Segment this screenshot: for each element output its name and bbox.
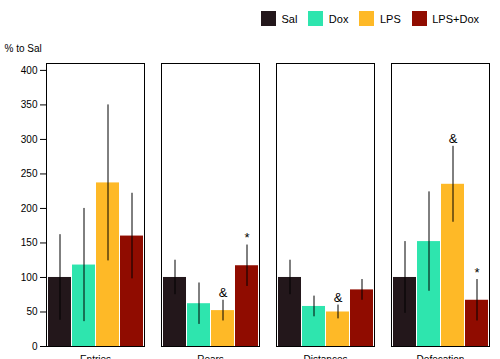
svg-text:200: 200 xyxy=(21,202,38,213)
html-text:LPS: LPS xyxy=(379,12,401,25)
html-text:Sal: Sal xyxy=(281,12,298,25)
svg-text:&: & xyxy=(219,285,228,300)
svg-text:*: * xyxy=(474,264,479,279)
svg-text:&: & xyxy=(334,290,343,305)
svg-text:Rears: Rears xyxy=(197,353,224,359)
svg-text:Defecation: Defecation xyxy=(417,353,465,359)
svg-text:250: 250 xyxy=(21,168,38,179)
html-text:Dox: Dox xyxy=(328,12,349,25)
svg-text:% to Sal: % to Sal xyxy=(5,42,42,53)
svg-text:0: 0 xyxy=(32,340,38,351)
svg-text:Entries: Entries xyxy=(80,353,111,359)
svg-text:350: 350 xyxy=(21,99,38,110)
svg-text:100: 100 xyxy=(21,271,38,282)
svg-text:&: & xyxy=(449,131,458,146)
html-text:LPS+Dox: LPS+Dox xyxy=(432,12,479,25)
svg-text:400: 400 xyxy=(21,64,38,75)
svg-text:300: 300 xyxy=(21,133,38,144)
svg-text:150: 150 xyxy=(21,237,38,248)
svg-text:50: 50 xyxy=(26,306,38,317)
svg-text:*: * xyxy=(244,230,249,245)
svg-text:Distances: Distances xyxy=(304,353,348,359)
